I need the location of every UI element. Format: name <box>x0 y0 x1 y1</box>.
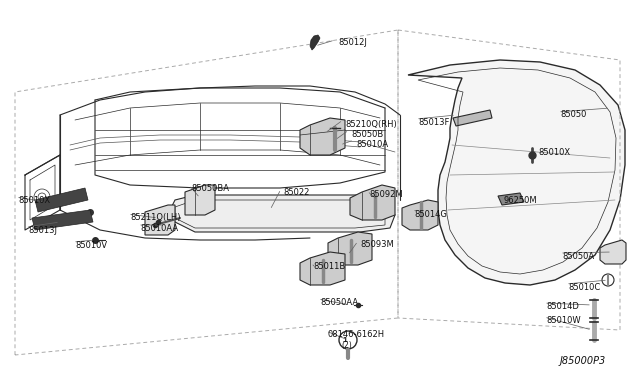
Text: 85013J: 85013J <box>28 226 57 235</box>
Text: 85010X: 85010X <box>18 196 50 205</box>
Text: 85050BA: 85050BA <box>191 184 229 193</box>
Polygon shape <box>498 193 524 205</box>
Text: 85010AA: 85010AA <box>140 224 178 233</box>
Polygon shape <box>300 252 345 285</box>
Text: 85010A: 85010A <box>356 140 388 149</box>
Polygon shape <box>32 210 93 230</box>
Polygon shape <box>300 118 345 155</box>
Text: 85010C: 85010C <box>568 283 600 292</box>
Text: 85014D: 85014D <box>546 302 579 311</box>
Text: 85010W: 85010W <box>546 316 580 325</box>
Text: 85014G: 85014G <box>414 210 447 219</box>
Text: 85050B: 85050B <box>351 130 383 139</box>
Text: 96250M: 96250M <box>504 196 538 205</box>
Text: 85050A: 85050A <box>562 252 594 261</box>
Polygon shape <box>310 35 320 50</box>
Text: 85010V: 85010V <box>75 241 107 250</box>
Text: 85210Q(RH): 85210Q(RH) <box>345 120 397 129</box>
Text: 85093M: 85093M <box>360 240 394 249</box>
Text: 85010X: 85010X <box>538 148 570 157</box>
Polygon shape <box>350 185 395 220</box>
Text: 85092M: 85092M <box>369 190 403 199</box>
Polygon shape <box>145 205 175 235</box>
Text: (2): (2) <box>341 341 352 350</box>
Text: 85012J: 85012J <box>338 38 367 47</box>
Text: 85050AA: 85050AA <box>320 298 358 307</box>
Text: 85013F: 85013F <box>418 118 449 127</box>
Polygon shape <box>170 195 395 232</box>
Polygon shape <box>408 60 625 285</box>
Text: 08146-6162H: 08146-6162H <box>328 330 385 339</box>
Polygon shape <box>600 240 626 264</box>
Text: 1: 1 <box>342 337 348 343</box>
Text: J85000P3: J85000P3 <box>560 356 606 366</box>
Text: 85011B: 85011B <box>313 262 345 271</box>
Polygon shape <box>453 110 492 126</box>
Polygon shape <box>328 232 372 265</box>
Text: 85050: 85050 <box>560 110 586 119</box>
Polygon shape <box>185 185 215 215</box>
Text: 85022: 85022 <box>283 188 309 197</box>
Polygon shape <box>402 200 438 230</box>
Text: 85211Q(LH): 85211Q(LH) <box>130 213 180 222</box>
Polygon shape <box>35 188 88 212</box>
